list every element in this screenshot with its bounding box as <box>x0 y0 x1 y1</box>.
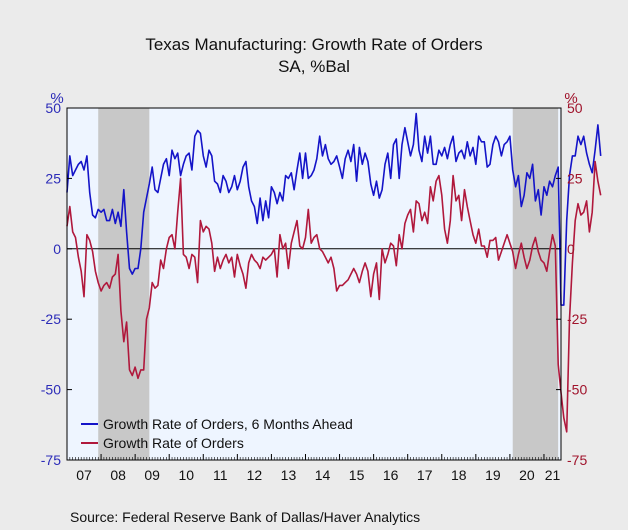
left-tick-label: -50 <box>41 382 61 398</box>
left-tick-label: -75 <box>41 452 61 468</box>
x-tick-label: 09 <box>144 467 160 483</box>
x-tick-label: 07 <box>76 467 92 483</box>
recession-shading <box>98 108 559 460</box>
chart-title: Texas Manufacturing: Growth Rate of Orde… <box>145 35 482 54</box>
x-tick-label: 20 <box>519 467 535 483</box>
x-tick-label: 11 <box>213 467 228 483</box>
x-tick-label: 21 <box>545 467 561 483</box>
left-unit-label: % <box>50 90 63 107</box>
x-tick-label: 13 <box>281 467 297 483</box>
x-tick-label: 08 <box>110 467 126 483</box>
x-tick-label: 19 <box>485 467 501 483</box>
right-tick-label: -75 <box>567 452 587 468</box>
x-tick-label: 15 <box>349 467 365 483</box>
series-lines <box>66 112 602 433</box>
x-tick-label: 17 <box>417 467 433 483</box>
left-axis: 50 25 0 -25 -50 -75 <box>41 100 72 468</box>
right-tick-label: 0 <box>567 241 575 257</box>
right-axis: 50 25 0 -25 -50 -75 <box>556 100 587 468</box>
source-note: Source: Federal Reserve Bank of Dallas/H… <box>70 509 420 525</box>
left-tick-label: -25 <box>41 311 61 327</box>
legend-label-2: Growth Rate of Orders <box>103 435 244 451</box>
x-tick-label: 12 <box>247 467 263 483</box>
right-unit-label: % <box>564 90 577 107</box>
x-tick-label: 16 <box>383 467 399 483</box>
series-line-1 <box>66 112 602 306</box>
x-tick-label: 10 <box>178 467 194 483</box>
right-tick-label: -50 <box>567 382 587 398</box>
left-tick-label: 50 <box>45 100 61 116</box>
left-tick-label: 0 <box>53 241 61 257</box>
left-tick-label: 25 <box>45 170 61 186</box>
right-tick-label: -25 <box>567 311 587 327</box>
chart-subtitle: SA, %Bal <box>278 57 350 76</box>
x-tick-label: 18 <box>451 467 467 483</box>
right-tick-label: 25 <box>567 170 583 186</box>
legend: Growth Rate of Orders, 6 Months Ahead Gro… <box>81 416 353 451</box>
right-tick-label: 50 <box>567 100 583 116</box>
recession-band-2 <box>512 108 559 460</box>
x-tick-label: 14 <box>315 467 331 483</box>
series-line-2 <box>66 160 602 433</box>
legend-label-1: Growth Rate of Orders, 6 Months Ahead <box>103 416 353 432</box>
x-axis: 07 08 09 10 11 12 13 14 15 16 17 18 19 20 21 <box>66 454 562 483</box>
